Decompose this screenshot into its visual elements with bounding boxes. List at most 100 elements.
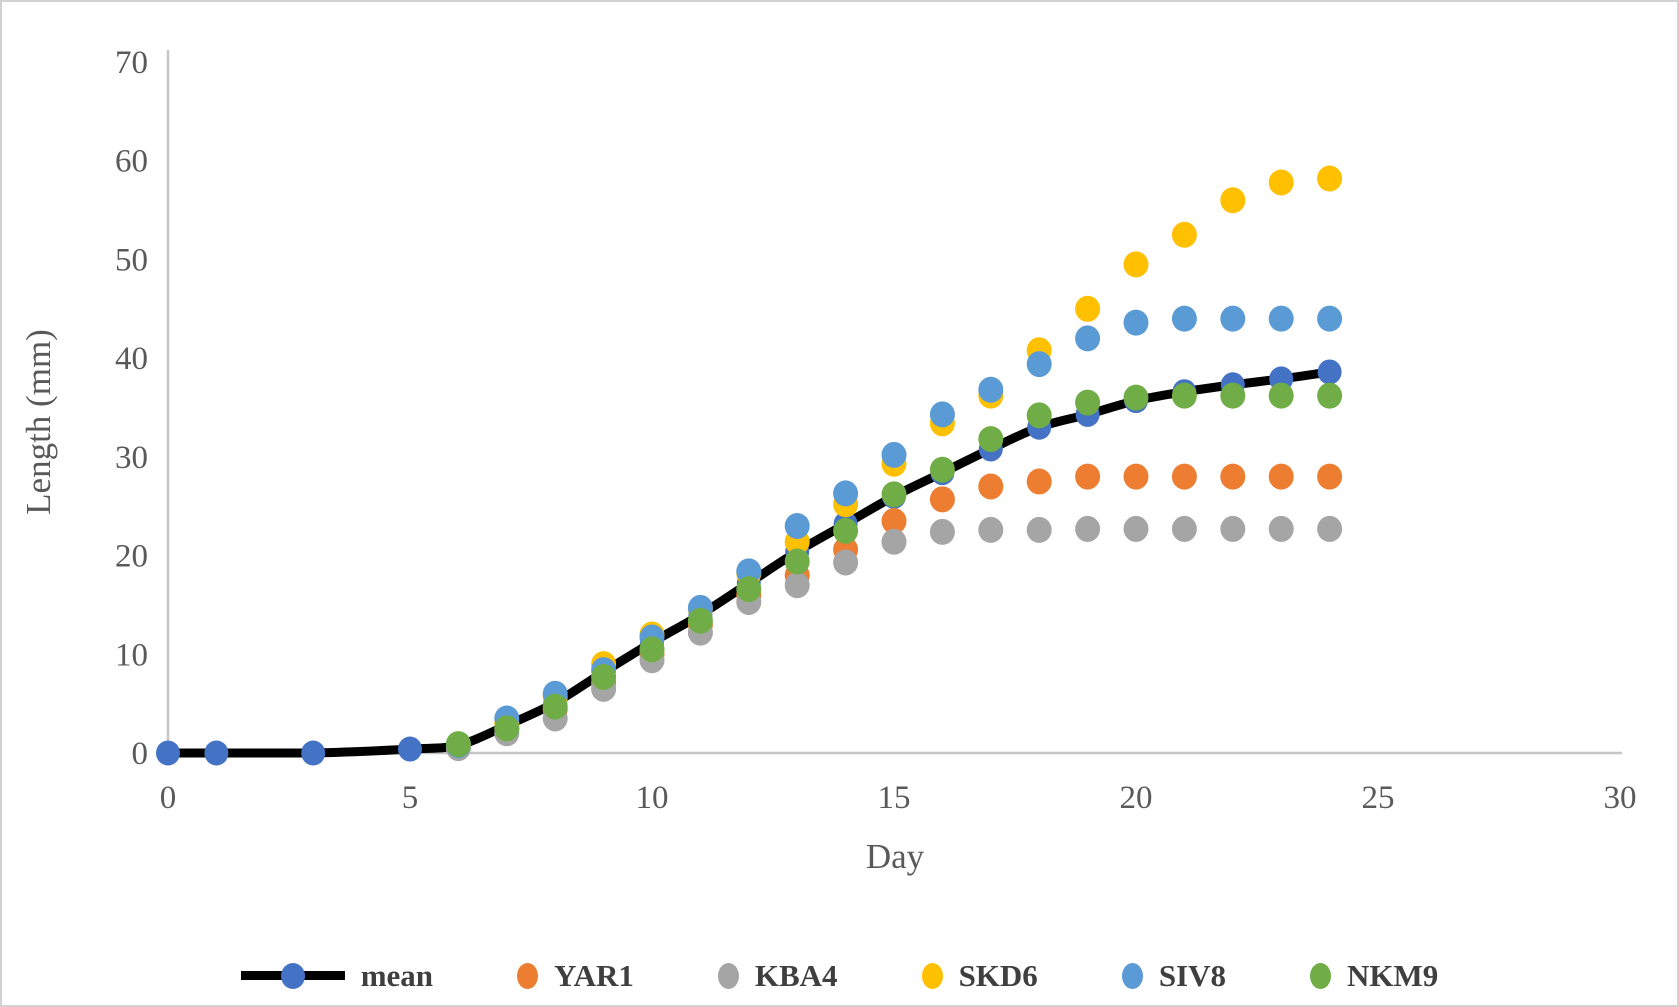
y-tick-label: 30 (115, 440, 148, 476)
data-point-YAR1-day-19 (1075, 463, 1101, 490)
data-point-NKM9-day-13 (784, 548, 810, 575)
legend-item-mean: mean (240, 958, 434, 993)
y-tick-label: 70 (115, 45, 148, 81)
data-point-YAR1-day-17 (978, 473, 1004, 500)
data-point-YAR1-day-18 (1026, 468, 1052, 495)
data-point-SIV8-day-19 (1075, 325, 1101, 352)
data-point-NKM9-day-19 (1075, 389, 1101, 416)
data-point-NKM9-day-24 (1317, 382, 1343, 409)
data-point-SKD6-day-24 (1317, 165, 1343, 192)
y-axis-title: Length (mm) (19, 329, 58, 515)
y-tick-label: 40 (115, 341, 148, 377)
data-point-KBA4-day-19 (1075, 515, 1101, 542)
data-point-SKD6-day-20 (1123, 251, 1149, 278)
legend-dot-SKD6 (921, 962, 943, 989)
x-tick-label: 5 (402, 780, 419, 816)
data-point-SIV8-day-18 (1026, 351, 1052, 378)
data-point-NKM9-day-20 (1123, 384, 1149, 411)
legend-line-marker-mean (240, 962, 345, 989)
x-tick-label: 15 (878, 780, 911, 816)
data-point-NKM9-day-15 (881, 481, 907, 508)
data-point-NKM9-day-8 (542, 693, 568, 720)
y-tick-label: 50 (115, 242, 148, 278)
data-point-NKM9-day-18 (1026, 402, 1052, 429)
data-point-YAR1-day-15 (881, 508, 907, 535)
legend-dot-YAR1 (517, 962, 539, 989)
data-point-SIV8-day-21 (1171, 305, 1197, 332)
legend-dot-NKM9 (1310, 962, 1332, 989)
data-point-YAR1-day-24 (1317, 463, 1343, 490)
legend-label-SIV8: SIV8 (1158, 958, 1227, 993)
data-point-NKM9-day-6 (445, 731, 471, 758)
data-point-KBA4-day-14 (833, 549, 859, 576)
data-point-YAR1-day-20 (1123, 463, 1149, 490)
data-point-SIV8-day-22 (1220, 305, 1246, 332)
data-point-YAR1-day-21 (1171, 463, 1197, 490)
legend-label-KBA4: KBA4 (754, 958, 838, 993)
data-point-KBA4-day-13 (784, 572, 810, 599)
data-point-SIV8-day-17 (978, 376, 1004, 403)
legend-dot-mean (280, 962, 305, 989)
legend-label-mean: mean (360, 958, 434, 993)
data-point-NKM9-day-11 (687, 607, 713, 634)
data-point-KBA4-day-20 (1123, 515, 1149, 542)
legend-item-SKD6: SKD6 (921, 958, 1038, 993)
legend-label-NKM9: NKM9 (1347, 958, 1439, 993)
data-point-KBA4-day-16 (929, 518, 955, 545)
y-tick-label: 60 (115, 144, 148, 180)
x-tick-label: 0 (160, 780, 177, 816)
legend-dot-SIV8 (1121, 962, 1143, 989)
legend-item-YAR1: YAR1 (517, 960, 634, 991)
data-point-SIV8-day-24 (1317, 305, 1343, 332)
data-point-SIV8-day-23 (1268, 305, 1294, 332)
data-point-SKD6-day-19 (1075, 295, 1101, 322)
data-point-NKM9-day-16 (929, 456, 955, 483)
x-tick-label: 30 (1604, 780, 1637, 816)
y-tick-label: 10 (115, 637, 148, 673)
data-point-mean-day-1 (204, 740, 229, 766)
data-point-mean-day-5 (398, 736, 422, 762)
legend-item-KBA4: KBA4 (717, 958, 838, 993)
data-point-SKD6-day-21 (1171, 221, 1197, 248)
data-point-YAR1-day-16 (929, 486, 955, 513)
legend-label-SKD6: SKD6 (958, 958, 1038, 993)
data-point-SIV8-day-20 (1123, 309, 1149, 336)
data-point-mean-day-0 (156, 740, 180, 766)
legend-label-YAR1: YAR1 (554, 958, 634, 993)
data-point-KBA4-day-18 (1026, 516, 1052, 543)
data-point-NKM9-day-21 (1171, 382, 1197, 409)
chart-legend: mean YAR1 KBA4 SKD6 SIV8 NKM9 (2, 960, 1677, 991)
x-tick-label: 25 (1362, 780, 1395, 816)
legend-dot-KBA4 (717, 962, 739, 989)
data-point-KBA4-day-24 (1317, 515, 1343, 542)
data-point-SKD6-day-23 (1268, 169, 1294, 196)
legend-item-SIV8: SIV8 (1121, 958, 1227, 993)
data-point-mean-day-3 (301, 740, 326, 766)
data-point-NKM9-day-9 (591, 663, 617, 690)
data-point-SKD6-day-22 (1220, 187, 1246, 214)
data-point-NKM9-day-22 (1220, 382, 1246, 409)
data-point-NKM9-day-10 (639, 636, 665, 663)
data-point-NKM9-day-23 (1268, 382, 1294, 409)
data-point-NKM9-day-14 (833, 517, 859, 544)
x-tick-label: 10 (636, 780, 669, 816)
data-point-NKM9-day-17 (978, 426, 1004, 453)
data-point-SIV8-day-12 (736, 558, 762, 585)
data-point-KBA4-day-23 (1268, 515, 1294, 542)
legend-item-NKM9: NKM9 (1310, 960, 1438, 991)
data-point-SIV8-day-15 (881, 441, 907, 468)
y-tick-label: 0 (132, 736, 149, 772)
data-point-YAR1-day-23 (1268, 463, 1294, 490)
x-tick-label: 20 (1120, 780, 1153, 816)
data-point-KBA4-day-22 (1220, 515, 1246, 542)
data-point-KBA4-day-15 (881, 528, 907, 555)
data-point-mean-day-24 (1317, 359, 1342, 385)
data-point-NKM9-day-7 (494, 715, 520, 742)
data-point-KBA4-day-17 (978, 516, 1004, 543)
data-point-SIV8-day-13 (784, 512, 810, 539)
y-tick-label: 20 (115, 539, 148, 575)
data-point-KBA4-day-21 (1171, 515, 1197, 542)
data-point-YAR1-day-22 (1220, 463, 1246, 490)
